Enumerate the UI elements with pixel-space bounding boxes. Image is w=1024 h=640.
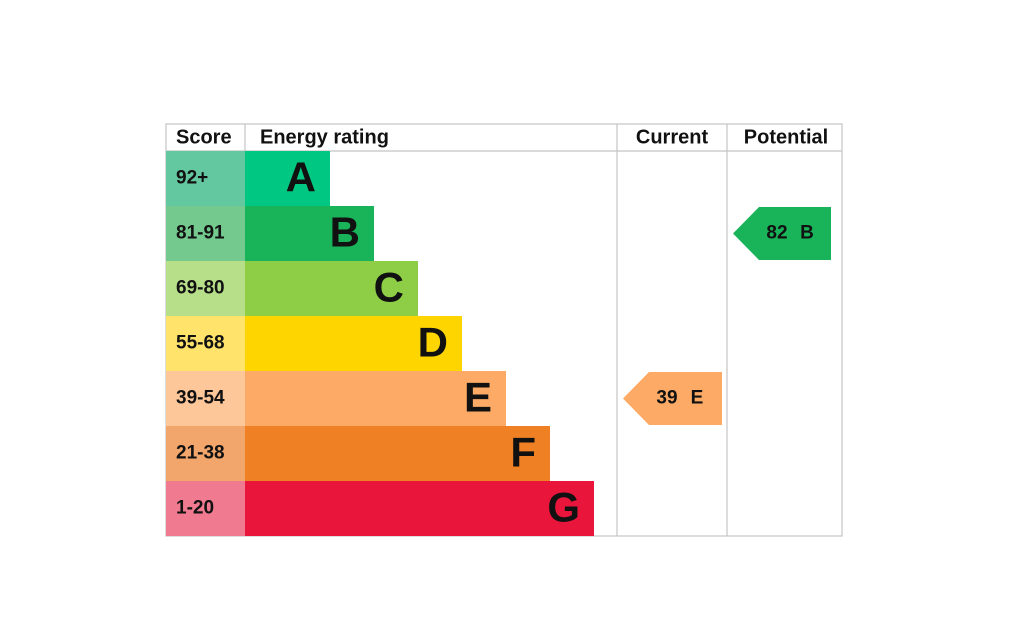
header-energy-rating: Energy rating xyxy=(260,126,389,148)
score-cell xyxy=(166,316,245,371)
score-label: 92+ xyxy=(176,168,208,189)
score-label: 55-68 xyxy=(176,333,225,354)
rating-bar xyxy=(245,481,594,536)
rating-letter: E xyxy=(464,374,492,421)
score-label: 81-91 xyxy=(176,223,225,244)
header-current: Current xyxy=(636,126,709,148)
score-cell xyxy=(166,481,245,536)
rating-letter: F xyxy=(510,429,536,476)
score-label: 39-54 xyxy=(176,388,225,409)
rating-letter: A xyxy=(286,154,316,201)
rating-letter: D xyxy=(418,319,448,366)
score-cell xyxy=(166,206,245,261)
current-value: 39 xyxy=(656,388,677,409)
score-cell xyxy=(166,261,245,316)
rating-letter: G xyxy=(547,484,580,531)
rating-letter: C xyxy=(374,264,404,311)
score-cell xyxy=(166,151,245,206)
rating-bar xyxy=(245,426,550,481)
score-cell xyxy=(166,371,245,426)
score-cell xyxy=(166,426,245,481)
header-potential: Potential xyxy=(744,126,828,148)
rating-bar xyxy=(245,371,506,426)
rating-bar xyxy=(245,261,418,316)
current-arrow xyxy=(623,372,722,425)
score-label: 1-20 xyxy=(176,498,214,519)
potential-letter: B xyxy=(800,223,814,244)
score-label: 21-38 xyxy=(176,443,225,464)
potential-arrow xyxy=(733,207,831,260)
rating-bar xyxy=(245,206,374,261)
score-label: 69-80 xyxy=(176,278,225,299)
rating-bar xyxy=(245,151,330,206)
header-score: Score xyxy=(176,126,232,148)
potential-value: 82 xyxy=(766,223,787,244)
rating-bar xyxy=(245,316,462,371)
rating-letter: B xyxy=(330,209,360,256)
current-letter: E xyxy=(691,388,704,409)
